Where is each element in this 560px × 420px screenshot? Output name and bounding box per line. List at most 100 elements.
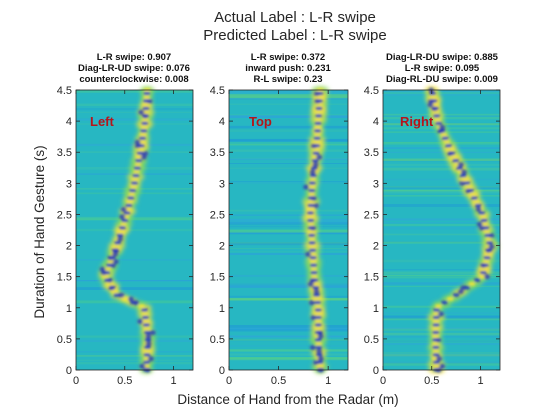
trace-core-cell — [473, 200, 480, 204]
trace-speckle — [106, 277, 113, 283]
trace-speckle — [145, 341, 152, 347]
trace-speckle — [313, 289, 320, 295]
trace-core-cell — [315, 117, 322, 122]
trace-core-cell — [136, 155, 143, 159]
noise-stripe — [76, 339, 193, 342]
trace-core-cell — [315, 341, 322, 346]
x-tick-label: 0.5 — [424, 375, 439, 387]
trace-core-cell — [308, 192, 315, 196]
noise-stripe — [383, 282, 500, 285]
trace-core-cell — [314, 129, 321, 133]
y-tick-label: 2 — [219, 241, 225, 253]
trace-core-cell — [143, 360, 150, 364]
trace-core-cell — [429, 91, 436, 96]
trace-core-cell — [450, 155, 457, 159]
trace-core-cell — [309, 181, 316, 185]
y-tick-label: 1 — [219, 303, 225, 315]
noise-stripe — [383, 204, 500, 207]
trace-core — [303, 88, 324, 373]
trace-speckle — [435, 337, 442, 343]
trace-core-cell — [312, 285, 319, 290]
trace-speckle — [316, 348, 323, 354]
trace-speckle — [309, 277, 316, 283]
trace-core-cell — [314, 297, 321, 301]
trace-speckle — [134, 143, 141, 149]
noise-stripe — [383, 224, 500, 226]
trace-speckle — [437, 128, 444, 134]
panel-left-prediction-1: L-R swipe: 0.907 — [97, 52, 171, 63]
noise-stripe — [76, 228, 193, 232]
trace-speckle — [460, 285, 467, 291]
trace-core-cell — [433, 308, 440, 312]
trace-core-cell — [142, 117, 149, 122]
noise-stripe — [229, 142, 348, 145]
noise-stripe — [229, 115, 348, 118]
noise-stripe — [229, 163, 348, 164]
panel-left-ticks: 0 0.5 1 1.5 2 2.5 3 3.5 4 4.5 0 0.5 1 — [57, 85, 193, 387]
noise-stripe — [229, 129, 348, 132]
y-tick-label: 3.5 — [364, 147, 379, 159]
y-tick-label: 3 — [219, 178, 225, 190]
trace-core-cell — [433, 312, 440, 316]
trace-speckle — [311, 143, 317, 149]
trace-speckle — [459, 180, 466, 186]
trace-core-cell — [142, 110, 149, 114]
trace-core-cell — [483, 259, 490, 264]
panel-top-heatmap — [228, 86, 349, 374]
noise-stripe — [229, 295, 348, 298]
noise-stripe — [229, 158, 348, 161]
trace-core-cell — [137, 151, 144, 155]
trace-speckle — [309, 345, 316, 351]
trace-core-cell — [315, 114, 322, 118]
noise-stripe — [383, 274, 500, 277]
trace-core-cell — [132, 177, 139, 182]
trace-speckle — [108, 285, 115, 291]
trace-core-cell — [447, 147, 454, 152]
noise-stripe — [383, 222, 500, 224]
trace-core-cell — [430, 95, 437, 99]
trace-speckle — [316, 330, 323, 336]
noise-stripe — [229, 248, 348, 249]
trace-speckle — [307, 281, 314, 287]
trace-core-cell — [440, 132, 447, 137]
y-tick-label: 3.5 — [57, 147, 72, 159]
trace-core-cell — [315, 338, 322, 342]
trace-core-cell — [114, 241, 121, 245]
trace-core-cell — [312, 282, 319, 286]
trace-core-cell — [481, 267, 488, 271]
noise-stripe — [383, 195, 500, 197]
trace-core-cell — [141, 308, 148, 312]
trace-speckle — [119, 214, 126, 220]
noise-stripe — [383, 189, 500, 192]
x-tick-label: 1 — [477, 375, 483, 387]
trace-core-cell — [317, 364, 323, 368]
noise-stripe — [76, 287, 193, 290]
noise-stripe — [383, 158, 500, 161]
trace-speckle — [484, 274, 490, 280]
trace-speckle — [314, 98, 321, 104]
trace-core-cell — [463, 285, 470, 290]
trace-core-cell — [308, 188, 315, 193]
trace-core-cell — [310, 267, 317, 271]
noise-stripe — [383, 233, 500, 236]
noise-stripe — [383, 191, 500, 194]
y-tick-label: 1.5 — [210, 272, 225, 284]
noise-stripe — [383, 259, 500, 263]
trace-speckle — [112, 251, 119, 257]
noise-stripe — [383, 227, 500, 230]
noise-stripe — [229, 90, 348, 94]
trace-core-cell — [442, 136, 449, 140]
trace-speckle — [458, 289, 464, 295]
trace-core-cell — [484, 233, 491, 238]
trace-speckle — [439, 124, 446, 130]
noise-stripe — [229, 139, 348, 142]
noise-stripe — [383, 186, 500, 188]
trace-core-cell — [453, 293, 460, 297]
trace-core-cell — [138, 140, 145, 144]
trace-core-cell — [315, 312, 322, 316]
trace-core-cell — [316, 106, 322, 111]
noise-stripe — [383, 241, 500, 243]
noise-stripe — [383, 269, 500, 271]
panel-right-label: Right — [400, 114, 434, 129]
trace-core-cell — [105, 267, 112, 271]
